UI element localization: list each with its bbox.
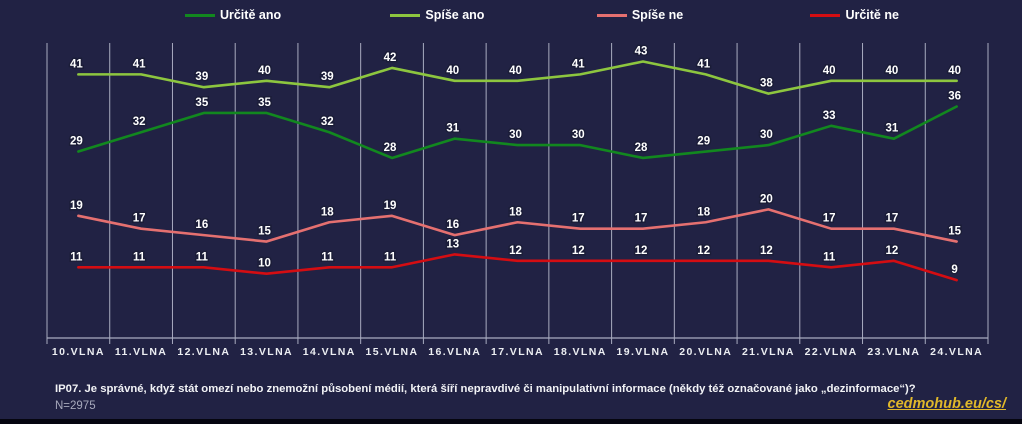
data-label: 28: [384, 142, 397, 154]
cedmo-link[interactable]: cedmohub.eu/cs/: [887, 396, 1006, 412]
data-label: 17: [823, 213, 836, 225]
data-label: 39: [321, 71, 334, 83]
legend-line-swatch: [390, 13, 421, 17]
x-axis-label: 23.VLNA: [867, 346, 920, 358]
series-line-ur-it-ne: [77, 253, 958, 282]
series-line-sp-e-ne: [77, 208, 958, 243]
data-label: 19: [70, 200, 83, 212]
data-label: 29: [697, 136, 710, 148]
x-axis-label: 14.VLNA: [303, 346, 356, 358]
series-line-ur-it-ano: [77, 105, 958, 160]
data-label: 41: [697, 58, 710, 70]
data-label: 12: [886, 245, 899, 257]
data-label: 16: [446, 219, 459, 231]
data-label: 29: [70, 136, 83, 148]
data-label: 36: [948, 91, 961, 103]
data-label: 40: [886, 65, 899, 77]
x-axis-label: 10.VLNA: [52, 346, 105, 358]
legend-label: Spíše ne: [631, 8, 684, 22]
x-axis-label: 16.VLNA: [428, 346, 481, 358]
data-label: 16: [195, 219, 208, 231]
x-axis-label: 12.VLNA: [177, 346, 230, 358]
x-axis-label: 19.VLNA: [616, 346, 669, 358]
legend-line-swatch: [596, 13, 627, 17]
legend-item-urcite-ne[interactable]: Určitě ne: [810, 8, 899, 22]
data-label: 12: [760, 245, 773, 257]
data-label: 40: [948, 65, 961, 77]
data-label: 17: [572, 213, 585, 225]
x-axis-label: 21.VLNA: [742, 346, 795, 358]
data-label: 15: [948, 226, 961, 238]
line-chart: 10.VLNA 11.VLNA 12.VLNA 13.VLNA 14.VLNA 15.VL…: [46, 43, 989, 358]
data-label: 30: [760, 129, 773, 141]
data-label: 9: [951, 264, 957, 276]
series-line-sp-e-ano: [77, 60, 958, 95]
data-label: 35: [258, 97, 271, 109]
chart-legend: Určitě ano Spíše ano Spíše ne Určitě ne: [0, 8, 1022, 32]
x-axis-label: 11.VLNA: [115, 346, 167, 358]
data-label: 11: [133, 251, 146, 263]
x-axis-label: 24.VLNA: [930, 346, 983, 358]
data-label: 17: [886, 213, 899, 225]
data-label: 30: [509, 129, 522, 141]
data-label: 42: [384, 52, 397, 64]
data-label: 30: [572, 129, 585, 141]
data-label: 12: [509, 245, 522, 257]
data-label: 31: [886, 123, 899, 135]
data-label: 32: [133, 116, 146, 128]
legend-item-spise-ano[interactable]: Spíše ano: [390, 8, 484, 22]
data-label: 17: [635, 213, 648, 225]
legend-line-swatch: [184, 13, 215, 17]
data-label: 40: [258, 65, 271, 77]
data-label: 28: [635, 142, 648, 154]
data-label: 38: [760, 78, 773, 90]
data-label: 35: [195, 97, 208, 109]
x-axis-label: 18.VLNA: [554, 346, 607, 358]
data-label: 40: [823, 65, 836, 77]
data-label: 39: [195, 71, 208, 83]
data-label: 15: [258, 226, 271, 238]
data-label: 43: [635, 46, 648, 58]
data-label: 12: [697, 245, 710, 257]
bottom-bar: [0, 419, 1022, 424]
x-axis-label: 17.VLNA: [491, 346, 544, 358]
data-label: 18: [321, 206, 334, 218]
legend-item-spise-ne[interactable]: Spíše ne: [596, 8, 684, 22]
data-label: 41: [572, 58, 585, 70]
data-label: 12: [572, 245, 585, 257]
chart-question: IP07. Je správné, když stát omezí nebo z…: [55, 383, 916, 395]
data-label: 12: [635, 245, 648, 257]
data-label: 11: [196, 251, 209, 263]
data-label: 40: [509, 65, 522, 77]
x-axis-label: 22.VLNA: [805, 346, 858, 358]
sample-size: N=2975: [55, 400, 96, 412]
data-label: 40: [446, 65, 459, 77]
data-label: 18: [697, 206, 710, 218]
data-label: 19: [384, 200, 397, 212]
legend-label: Spíše ano: [425, 8, 485, 22]
data-label: 31: [446, 123, 459, 135]
legend-line-swatch: [810, 13, 841, 17]
data-label: 33: [823, 110, 836, 122]
data-label: 18: [509, 206, 522, 218]
data-label: 17: [133, 213, 146, 225]
x-axis-label: 15.VLNA: [366, 346, 419, 358]
data-label: 41: [70, 58, 83, 70]
data-label: 13: [446, 238, 459, 250]
data-label: 11: [70, 251, 83, 263]
legend-label: Určitě ano: [219, 8, 282, 22]
data-label: 10: [258, 258, 271, 270]
data-label: 11: [321, 251, 334, 263]
data-label: 11: [384, 251, 397, 263]
legend-label: Určitě ne: [845, 8, 899, 22]
x-axis-label: 20.VLNA: [679, 346, 732, 358]
data-label: 11: [823, 251, 836, 263]
data-label: 20: [760, 193, 773, 205]
legend-item-urcite-ano[interactable]: Určitě ano: [184, 8, 282, 22]
data-label: 32: [321, 116, 334, 128]
data-label: 41: [133, 58, 146, 70]
x-axis-label: 13.VLNA: [240, 346, 293, 358]
